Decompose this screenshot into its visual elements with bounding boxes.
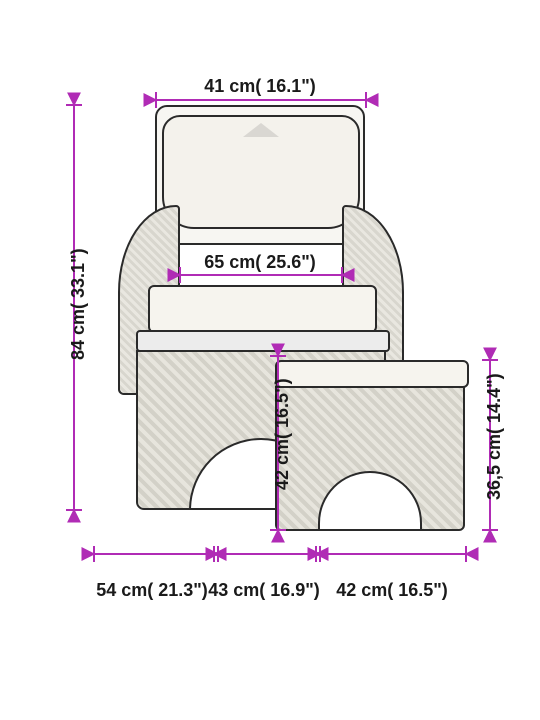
dim-stool-height: 36,5 cm( 14.4") (484, 373, 505, 500)
footstool-cushion (275, 360, 469, 388)
seat-cushion (148, 285, 377, 333)
dim-stool-seat-h: 42 cm( 16.5") (272, 378, 293, 490)
dim-depth: 54 cm( 21.3") (96, 580, 208, 601)
footstool-body (275, 386, 465, 531)
dim-height: 84 cm( 33.1") (68, 248, 89, 360)
dim-stool-depth: 43 cm( 16.9") (208, 580, 320, 601)
seat-band (136, 330, 390, 352)
back-cushion (162, 115, 360, 229)
dim-stool-width: 42 cm( 16.5") (336, 580, 448, 601)
diagram-stage: 41 cm( 16.1") 65 cm( 25.6") 84 cm( 33.1"… (0, 0, 540, 720)
dim-top-width: 41 cm( 16.1") (204, 76, 316, 97)
footstool-arch (318, 471, 422, 531)
product-illustration (90, 90, 480, 590)
dim-inner-width: 65 cm( 25.6") (204, 252, 316, 273)
